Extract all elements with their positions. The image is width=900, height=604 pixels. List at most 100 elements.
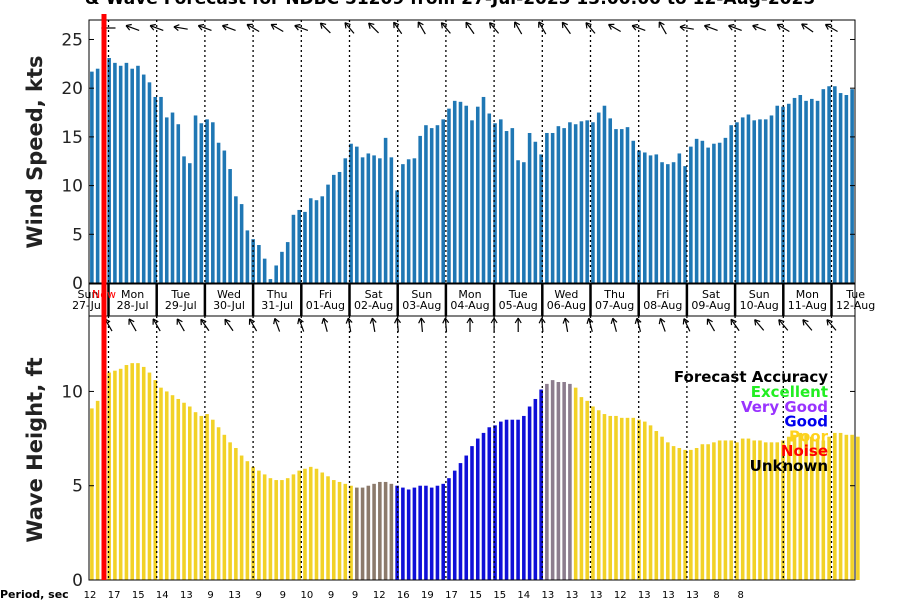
period-value: 13 [686,590,699,600]
wave-bar [689,449,693,580]
wave-arrow [297,317,305,332]
wind-bar [815,100,820,283]
wind-bar [90,71,94,283]
wind-arrow [440,22,451,34]
wave-bar [251,466,255,580]
wave-bar [193,412,198,580]
wave-arrow [634,317,642,332]
wave-bar [648,425,653,580]
wave-bar [625,417,630,580]
wave-bar [763,442,768,580]
wave-bar [556,382,561,580]
legend-item: Good [784,413,828,431]
period-value: 8 [738,590,744,600]
wave-arrow [490,317,498,332]
wave-bar [700,444,705,580]
wind-bar [452,100,457,283]
date-day-label: Thu [266,288,288,301]
wind-arrow [776,23,790,33]
wave-bar [499,421,503,580]
wave-arrow [802,319,813,331]
wind-bar [619,129,624,283]
wind-bar [257,245,261,283]
wave-arrow [200,318,210,332]
wave-bar [326,476,330,580]
wave-bar [320,472,325,580]
date-day-label: Fri [656,288,669,301]
wave-bar [418,485,422,580]
wave-bar [435,485,440,580]
wave-arrow [321,317,329,332]
wave-bar [550,380,555,580]
wave-bar [637,419,641,580]
wave-bar [297,470,301,580]
wind-arrow [631,23,646,31]
wave-bar [285,478,290,580]
date-day-label: Mon [796,288,819,301]
wind-arrow [344,22,355,34]
wind-arrow [221,23,236,31]
wave-bar [349,485,353,580]
wave-bar [781,440,785,580]
wave-bar [533,398,538,580]
wave-arrow [273,317,281,332]
wind-arrow [728,23,742,31]
wind-bar [291,214,296,283]
wave-bar [429,487,434,580]
wave-bar [608,415,613,580]
period-row: Period, sec 12 17 15 14 13 9 13 9 9 10 9 9 12 16 19 17 1… [0,588,744,601]
wind-bar [326,184,330,283]
wind-bar [694,138,699,283]
wind-bar [573,124,578,283]
period-value: 9 [328,590,334,600]
wave-bar [274,480,278,580]
wind-bar [188,163,192,283]
wave-bar [118,368,123,580]
date-label: 04-Aug [450,299,489,312]
wind-bar [643,152,647,283]
wave-bar [844,434,849,580]
period-value: 13 [228,590,241,600]
legend-item: Unknown [750,457,828,475]
wind-bar [499,119,503,283]
period-value: 13 [566,590,579,600]
wind-bar [360,157,365,283]
wind-bar [838,93,843,283]
wind-bar [314,200,319,283]
period-value: 15 [132,590,145,600]
wave-bar [717,440,722,580]
wind-bar [337,171,342,283]
date-strip: Sun27-JulMon28-JulTue29-JulWed30-JulThu3… [72,283,875,317]
wind-bar [118,65,123,283]
wave-arrow [706,318,716,332]
wind-bar [147,82,152,283]
wind-bar [182,156,186,283]
period-value: 16 [397,590,410,600]
wind-bar [763,119,768,283]
wind-bar [769,115,774,284]
wave-bar [205,414,209,580]
wind-bar [164,117,169,283]
wave-bar [107,372,111,580]
wave-bar [573,387,578,580]
wave-bar [268,478,273,580]
wind-bar [268,279,273,283]
wind-bar [746,114,751,284]
wave-arrow [152,318,161,332]
date-label: 05-Aug [499,299,538,312]
wind-bar [107,57,111,283]
wave-bar [130,363,134,580]
wave-arrow [610,317,618,332]
wind-bar [798,95,803,283]
wave-bar [562,382,566,580]
wind-bar [378,158,382,283]
wave-bar [596,410,601,580]
date-label: 27-Jul [72,299,104,312]
wave-bar [90,408,94,580]
wave-bar [671,446,676,580]
wind-bar [735,122,739,283]
wave-arrow [418,317,426,333]
wave-bar [406,489,411,580]
wind-bar [689,146,693,283]
